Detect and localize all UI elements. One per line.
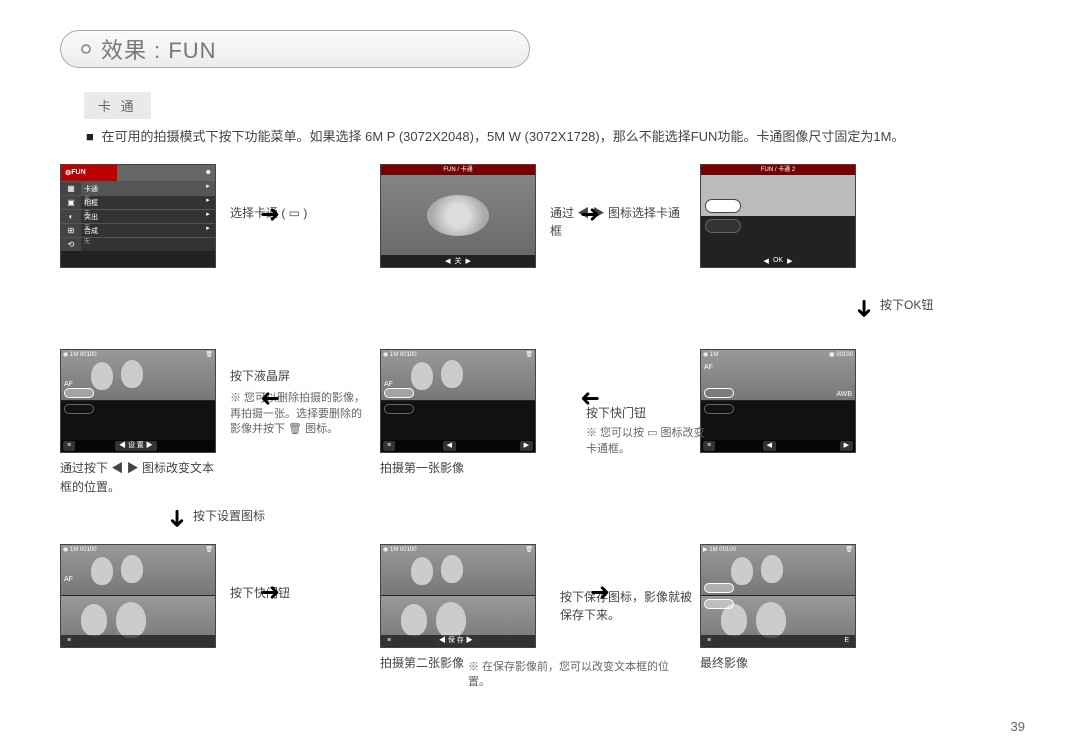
arrow-right-icon <box>260 200 280 229</box>
screen-header: FUN / 卡通 2 <box>701 165 855 175</box>
section-label: 卡 通 <box>84 92 151 119</box>
camera-screen-split: ◉ 1M 00100🗑 AF ≡◀ 设 置 ▶ <box>60 349 216 453</box>
menu-row-label: 卡通 <box>84 186 98 193</box>
flow-diagram: ⚙ FUN ☻ ▦卡通无▸ ▣相框无▸ ◐突出无▸ ⊞合成无▸ ⟲ 选择卡通 (… <box>60 164 1025 744</box>
caption: 按下快门钮 ※ 您可以按 ▭ 图标改变卡通框。 <box>586 404 706 457</box>
arrow-right-icon <box>590 578 610 607</box>
arrow-right-icon <box>260 578 280 607</box>
arrow-label: 按下设置图标 <box>193 507 265 524</box>
arrow-label: 按下OK钮 <box>880 296 933 313</box>
camera-screen-final: ▶ 1M 00100🗑 ≡E <box>700 544 856 648</box>
ok-label: OK <box>773 257 783 264</box>
screen-header: FUN / 卡通 <box>381 165 535 175</box>
menu-row-label: 相框 <box>84 200 98 207</box>
caption: 通过按下 ◀ ▶ 图标改变文本框的位置。 <box>60 459 216 497</box>
title-bar: 效果 : FUN <box>60 30 1025 78</box>
caption: 拍摄第一张影像 <box>380 459 536 478</box>
camera-screen-split: ◉ 1M▣ 00100 AF AWB ≡◀▶ <box>700 349 856 453</box>
camera-screen-preview: FUN / 卡通 ↶ ◀关▶ <box>380 164 536 268</box>
step-menu: ⚙ FUN ☻ ▦卡通无▸ ▣相框无▸ ◐突出无▸ ⊞合成无▸ ⟲ 选择卡通 (… <box>60 164 370 268</box>
camera-screen-split: ◉ 1M 00100🗑 AF ≡◀▶ <box>380 349 536 453</box>
note: ※ 在保存影像前，您可以改变文本框的位置。 <box>468 660 678 691</box>
title-pill: 效果 : FUN <box>60 30 530 68</box>
arrow-left-icon <box>260 384 280 413</box>
camera-screen-split: ◉ 1M 00100🗑 AF ≡ <box>60 544 216 648</box>
menu-row-label: 突出 <box>84 214 98 221</box>
intro-text: ■ 在可用的拍摄模式下按下功能菜单。如果选择 6M P (3072X2048)，… <box>86 127 1025 148</box>
caption: 按下液晶屏 <box>230 367 370 386</box>
page-title: 效果 : FUN <box>101 33 217 65</box>
menu-row-label: 合成 <box>84 228 98 235</box>
bullet-icon <box>81 44 91 54</box>
arrow-right-icon <box>580 200 600 229</box>
note: ※ 您可以按 ▭ 图标改变卡通框。 <box>586 426 706 457</box>
caption: 最终影像 <box>700 654 856 673</box>
step-frame-select: FUN / 卡通 2 ↶ ◀OK▶ <box>700 164 1010 268</box>
arrow-down-icon <box>854 294 874 323</box>
step-shoot-ready: ◉ 1M▣ 00100 AF AWB ≡◀▶ <box>700 349 1010 453</box>
step-preview: FUN / 卡通 ↶ ◀关▶ 通过 ◀ ▶ 图标选择卡通框 <box>380 164 690 268</box>
page-number: 39 <box>1011 719 1025 734</box>
caption: 通过 ◀ ▶ 图标选择卡通框 <box>550 204 690 241</box>
camera-screen-menu: ⚙ FUN ☻ ▦卡通无▸ ▣相框无▸ ◐突出无▸ ⊞合成无▸ ⟲ <box>60 164 216 268</box>
arrow-left-icon <box>580 384 600 413</box>
intro-body: 在可用的拍摄模式下按下功能菜单。如果选择 6M P (3072X2048)，5M… <box>101 129 904 144</box>
step-second-ready: ◉ 1M 00100🗑 AF ≡ 按下快门钮 <box>60 544 370 648</box>
step-text-pos: ◉ 1M 00100🗑 AF ≡◀ 设 置 ▶ <box>60 349 370 497</box>
camera-screen-frame: FUN / 卡通 2 ↶ ◀OK▶ <box>700 164 856 268</box>
off-label: 关 <box>455 256 462 266</box>
camera-screen-split: ◉ 1M 00100🗑 ≡◀ 保 存 ▶ <box>380 544 536 648</box>
manual-page: 效果 : FUN 卡 通 ■ 在可用的拍摄模式下按下功能菜单。如果选择 6M P… <box>0 0 1080 746</box>
step-final: ▶ 1M 00100🗑 ≡E 最终影像 <box>700 544 1010 673</box>
caption: 按下保存图标，影像就被保存下来。 <box>560 588 710 625</box>
arrow-down-icon <box>167 504 187 533</box>
note: ※ 您可以删除拍摄的影像，再拍摄一张。选择要删除的影像并按下 🗑 图标。 <box>230 391 370 437</box>
menu-tab-label: FUN <box>71 169 85 176</box>
square-bullet-icon: ■ <box>86 129 94 144</box>
